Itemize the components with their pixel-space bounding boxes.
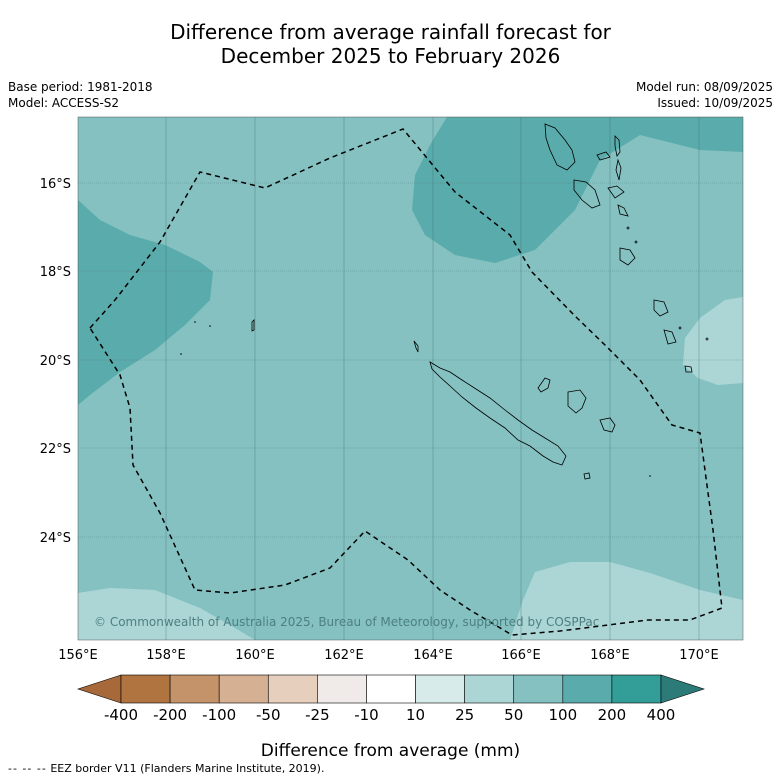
island-chesterfield [251, 319, 255, 332]
colorbar-tick-label: 100 [548, 706, 577, 724]
model-run-label: Model run: 08/09/2025 [635, 80, 773, 94]
lon-label-168e: 168°E [590, 648, 630, 663]
eez-legend: -- -- -- EEZ border V11 (Flanders Marine… [8, 762, 324, 775]
colorbar-tick-label: 50 [504, 706, 523, 724]
island-mare [599, 417, 616, 433]
colorbar-segment [218, 674, 269, 704]
colorbar-segment [366, 674, 416, 704]
colorbar-tick-labels: -400 -200 -100 -50 -25 -10 10 25 50 100 200 400 [104, 706, 675, 724]
lon-label-170e: 170°E [679, 648, 719, 663]
colorbar [77, 674, 705, 704]
lat-label-18s: 18°S [40, 265, 71, 280]
islet [634, 240, 638, 244]
eez-legend-symbol: -- -- -- [8, 762, 47, 775]
island-erromango [653, 299, 669, 317]
islet [180, 353, 182, 355]
region-10-25mm-east [683, 297, 743, 385]
colorbar-segment [267, 674, 318, 704]
eez-legend-text: EEZ border V11 (Flanders Marine Institut… [50, 762, 325, 775]
eez-border [89, 128, 723, 636]
islet [209, 325, 211, 327]
title-line-1: Difference from average rainfall forecas… [170, 20, 611, 44]
lon-label-166e: 166°E [501, 648, 541, 663]
island-pentecost [615, 158, 622, 181]
latitude-labels: 16°S 18°S 20°S 22°S 24°S [40, 177, 71, 546]
island-ambrym [607, 185, 625, 199]
island-ouvea [537, 377, 551, 393]
title-line-2: December 2025 to February 2026 [220, 44, 561, 68]
island-efate [619, 247, 636, 266]
lon-label-156e: 156°E [58, 648, 98, 663]
colorbar-segment [611, 674, 662, 704]
colorbar-tick-label: 25 [455, 706, 474, 724]
map-frame [77, 116, 744, 641]
island-grande-terre [429, 361, 567, 466]
island-aneityum [684, 365, 693, 373]
colorbar-segment [120, 674, 171, 704]
island-ambae [596, 151, 611, 161]
island-lifou [567, 389, 587, 414]
colorbar-tick-label: -25 [305, 706, 330, 724]
map-plot-area: © Commonwealth of Australia 2025, Bureau… [78, 117, 743, 640]
colorbar-tick-label: -100 [202, 706, 236, 724]
lon-label-164e: 164°E [413, 648, 453, 663]
lon-label-158e: 158°E [146, 648, 186, 663]
run-info-left: Base period: 1981-2018 Model: ACCESS-S2 [8, 79, 153, 111]
region-50-100mm-north [412, 117, 743, 263]
island-belep [413, 340, 419, 353]
base-period-label: Base period: 1981-2018 [8, 80, 153, 94]
colorbar-segment [464, 674, 515, 704]
colorbar-extend-high [660, 674, 705, 704]
lat-label-20s: 20°S [40, 354, 71, 369]
region-25-50mm [78, 117, 743, 640]
lon-label-162e: 162°E [324, 648, 364, 663]
colorbar-tick-label: 10 [406, 706, 425, 724]
islet [705, 337, 709, 341]
colorbar-extend-low [77, 674, 122, 704]
colorbar-segment [169, 674, 220, 704]
graticule [78, 117, 743, 640]
colorbar-segment [415, 674, 465, 704]
colorbar-tick-label: 400 [647, 706, 676, 724]
islet [194, 321, 196, 323]
island-epi [617, 204, 629, 217]
colorbar-tick-label: -10 [354, 706, 379, 724]
model-label: Model: ACCESS-S2 [8, 96, 120, 110]
region-50-100mm-west [78, 200, 213, 405]
colorbar-tick-label: -50 [256, 706, 281, 724]
colorbar-tick-label: 200 [598, 706, 627, 724]
map-title: Difference from average rainfall forecas… [0, 20, 781, 68]
lat-label-24s: 24°S [40, 531, 71, 546]
islet [649, 475, 651, 477]
lat-label-22s: 22°S [40, 442, 71, 457]
island-tanna [663, 329, 677, 345]
island-espiritu-santo [544, 123, 576, 171]
colorbar-segment [562, 674, 613, 704]
longitude-labels: 156°E 158°E 160°E 162°E 164°E 166°E 168°… [58, 648, 719, 663]
colorbar-tick-label: -200 [153, 706, 187, 724]
lat-label-16s: 16°S [40, 177, 71, 192]
island-maewo [614, 135, 621, 157]
islet [626, 226, 630, 230]
colorbar-segment [513, 674, 564, 704]
copyright-notice: © Commonwealth of Australia 2025, Bureau… [94, 615, 599, 629]
island-malakula [573, 179, 601, 209]
run-info-right: Model run: 08/09/2025 Issued: 10/09/2025 [636, 79, 773, 111]
island-pines [583, 472, 591, 480]
colorbar-label: Difference from average (mm) [260, 741, 521, 761]
lon-label-160e: 160°E [235, 648, 275, 663]
issued-label: Issued: 10/09/2025 [657, 96, 773, 110]
colorbar-segment [317, 674, 367, 704]
islet [678, 326, 682, 330]
region-10-25mm-southwest [78, 588, 255, 640]
colorbar-tick-label: -400 [104, 706, 138, 724]
